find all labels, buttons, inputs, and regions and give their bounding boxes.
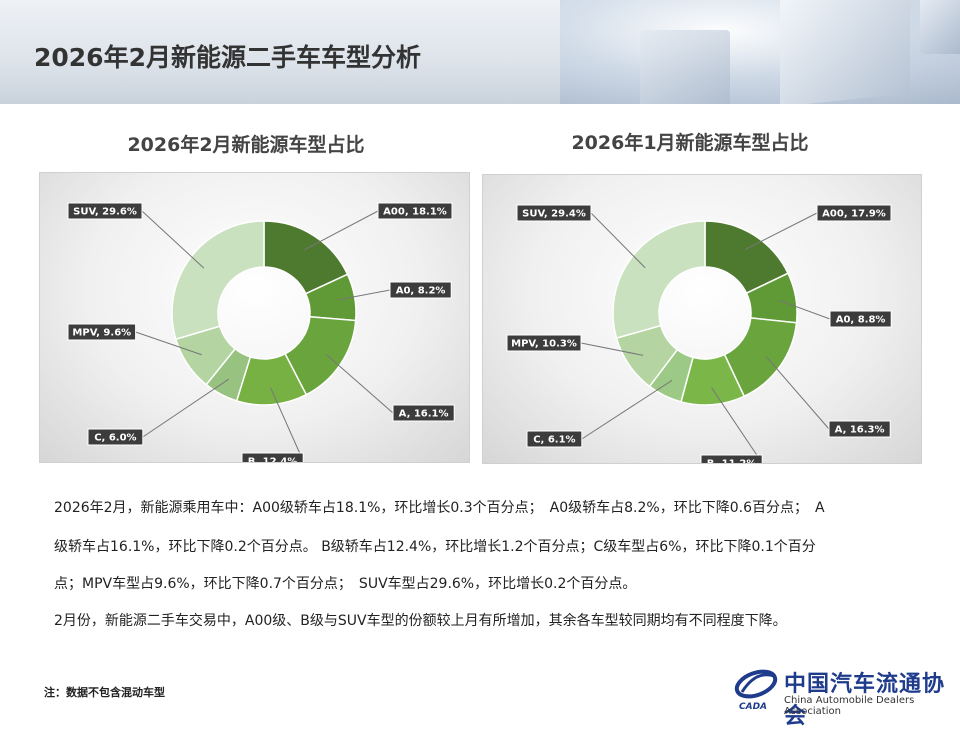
page-title: 2026年2月新能源二手车车型分析 [34, 43, 421, 72]
data-label-box [506, 334, 582, 352]
data-label-box [241, 452, 304, 462]
data-label: A, 16.3% [835, 425, 885, 436]
data-label: MPV, 9.6% [72, 328, 131, 339]
data-label-box [377, 202, 453, 220]
data-label: C, 6.1% [533, 435, 575, 446]
donut-slice-suv [171, 220, 265, 341]
leader-line [270, 387, 304, 462]
leader-line [135, 331, 202, 356]
data-label-box [516, 204, 592, 222]
data-label: B, 12.4% [248, 457, 298, 463]
leader-line [142, 378, 229, 438]
donut-chart-feb: A00, 18.1% A0, 8.2% A, 16.1% B, 12.4% C, 6.0… [67, 202, 455, 463]
data-label: A00, 17.9% [822, 209, 886, 220]
data-label: SUV, 29.4% [522, 209, 586, 220]
leader-line [711, 387, 763, 463]
data-label: SUV, 29.6% [73, 207, 137, 218]
data-label-box [828, 420, 891, 438]
chart-title-feb: 2026年2月新能源车型占比 [127, 134, 365, 156]
cube-decoration [640, 30, 730, 104]
logo-en-text: China Automobile Dealers Association [784, 695, 915, 717]
chart-panel-feb: A00, 18.1% A0, 8.2% A, 16.1% B, 12.4% C, 6.0… [39, 172, 470, 463]
donut-chart-jan: A00, 17.9% A0, 8.8% A, 16.3% B, 11.2% C, 6.1… [506, 204, 892, 464]
data-label: A00, 18.1% [383, 207, 447, 218]
leader-line [765, 356, 830, 430]
description-line-4: 2月份，新能源二手车交易中，A00级、B级与SUV车型的份额较上月有所增加，其余… [54, 613, 787, 629]
logo-mark-text: CADA [739, 702, 767, 712]
cube-decoration [920, 0, 960, 54]
leader-line [778, 299, 831, 320]
data-label-box [389, 281, 452, 299]
cada-logo-mark: CADA [734, 669, 778, 712]
description-line-3: 点；MPV车型占9.6%，环比下降0.7个百分点； SUV车型占29.6%，环比… [54, 576, 637, 592]
data-label: A, 16.1% [399, 409, 449, 420]
leader-line [337, 289, 391, 301]
data-label-box [67, 323, 137, 341]
donut-slice-suv [612, 220, 706, 340]
data-label: A0, 8.8% [836, 315, 886, 326]
logo-cn-text: 中国汽车流通协会 [784, 671, 946, 729]
leader-line [590, 212, 646, 269]
leader-line [326, 354, 394, 414]
cube-decoration [780, 0, 910, 104]
leader-line [304, 210, 379, 251]
leader-line [141, 210, 205, 269]
leader-line [580, 342, 644, 356]
data-label-box [829, 310, 892, 328]
cada-logo: CADA 中国汽车流通协会 China Automobile Dealers A… [732, 662, 950, 729]
data-label: MPV, 10.3% [511, 339, 577, 350]
description-line-2: 级轿车占16.1%，环比下降0.2个百分点。 B级轿车占12.4%，环比增长1.… [54, 539, 816, 555]
data-label-box [526, 430, 583, 448]
data-label-box [816, 204, 892, 222]
leader-line [744, 212, 818, 250]
data-label: C, 6.0% [94, 433, 136, 444]
chart-panel-jan: A00, 17.9% A0, 8.8% A, 16.3% B, 11.2% C, 6.1… [482, 174, 922, 464]
data-label-box [392, 404, 455, 422]
description-line-1: 2026年2月，新能源乘用车中：A00级轿车占18.1%，环比增长0.3个百分点… [54, 500, 825, 516]
data-label-box [87, 428, 144, 446]
chart-title-jan: 2026年1月新能源车型占比 [571, 132, 809, 154]
leader-line [581, 379, 673, 440]
data-label: B, 11.2% [707, 459, 757, 464]
data-label-box [67, 202, 143, 220]
data-label: A0, 8.2% [396, 286, 446, 297]
header-banner [0, 0, 960, 104]
data-label-box [700, 454, 763, 463]
footnote: 注：数据不包含混动车型 [44, 686, 165, 699]
